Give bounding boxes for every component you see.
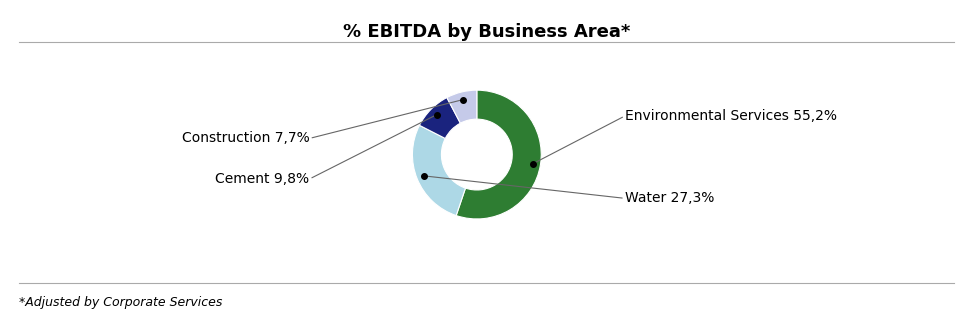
Wedge shape: [419, 98, 460, 138]
Text: *Adjusted by Corporate Services: *Adjusted by Corporate Services: [19, 296, 223, 309]
Text: % EBITDA by Business Area*: % EBITDA by Business Area*: [342, 23, 631, 41]
Wedge shape: [456, 90, 541, 219]
Text: Environmental Services 55,2%: Environmental Services 55,2%: [625, 109, 837, 123]
Text: Water 27,3%: Water 27,3%: [625, 191, 714, 205]
Text: Cement 9,8%: Cement 9,8%: [215, 172, 309, 186]
Text: Construction 7,7%: Construction 7,7%: [182, 131, 309, 146]
Wedge shape: [413, 125, 465, 215]
Wedge shape: [447, 90, 477, 123]
